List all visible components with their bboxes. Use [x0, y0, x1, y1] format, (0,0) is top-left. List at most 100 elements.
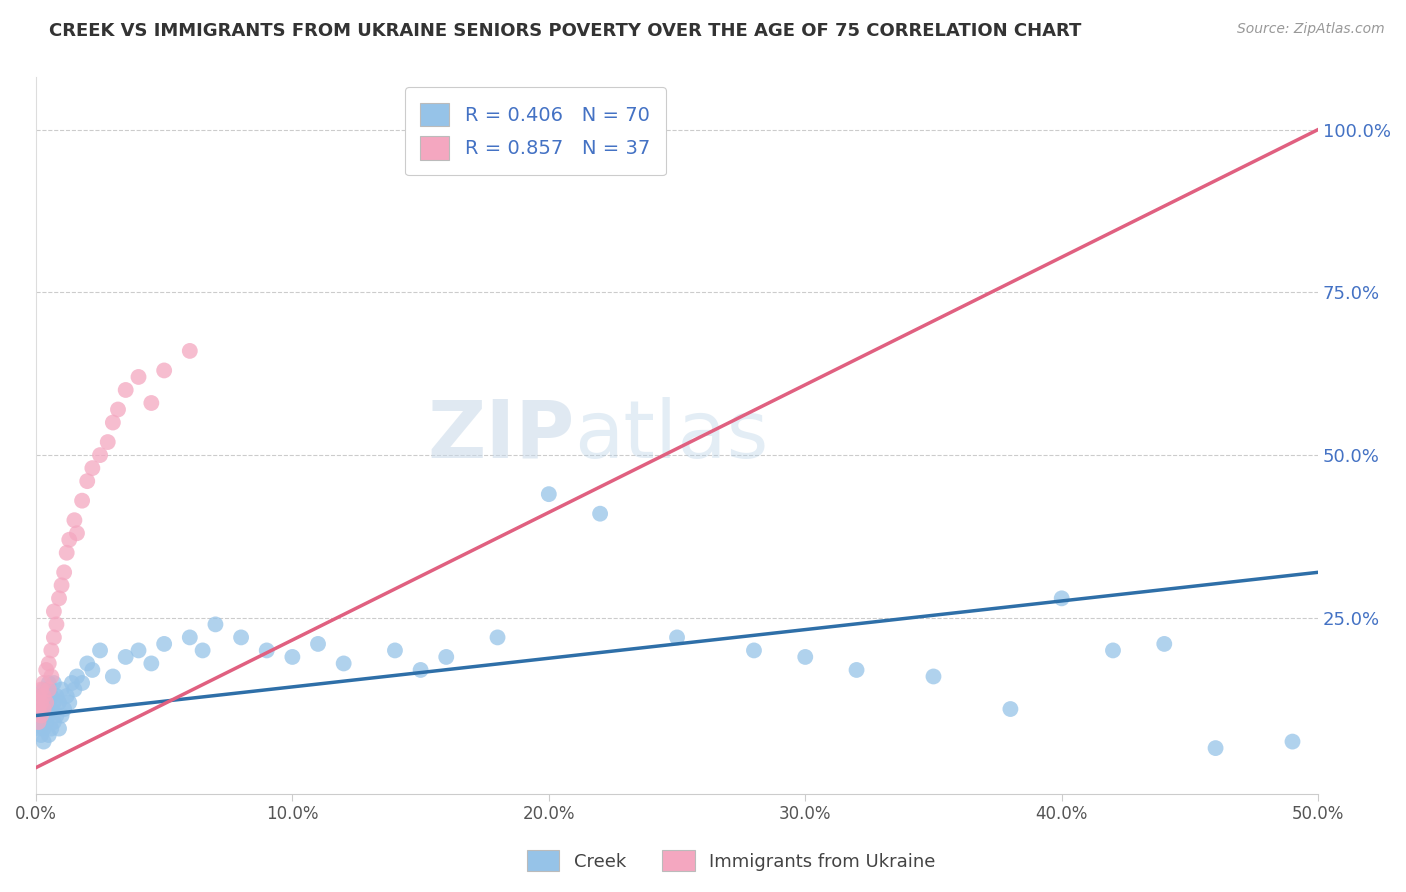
- Point: [27, 722, 49, 736]
- Point: [794, 649, 817, 664]
- Point: [153, 637, 176, 651]
- Point: [45, 689, 67, 703]
- Point: [41, 702, 63, 716]
- Point: [32, 682, 55, 697]
- Point: [153, 363, 176, 377]
- Point: [35, 663, 58, 677]
- Text: Source: ZipAtlas.com: Source: ZipAtlas.com: [1237, 22, 1385, 37]
- Text: ZIP: ZIP: [427, 397, 575, 475]
- Point: [30, 696, 52, 710]
- Point: [256, 643, 278, 657]
- Legend: R = 0.406   N = 70, R = 0.857   N = 37: R = 0.406 N = 70, R = 0.857 N = 37: [405, 87, 666, 176]
- Point: [51, 708, 73, 723]
- Point: [55, 546, 77, 560]
- Point: [191, 643, 214, 657]
- Point: [30, 728, 52, 742]
- Point: [332, 657, 354, 671]
- Point: [922, 669, 945, 683]
- Legend: Creek, Immigrants from Ukraine: Creek, Immigrants from Ukraine: [520, 843, 942, 879]
- Point: [42, 714, 65, 729]
- Point: [51, 682, 73, 697]
- Point: [89, 448, 111, 462]
- Point: [42, 604, 65, 618]
- Point: [845, 663, 868, 677]
- Point: [38, 728, 60, 742]
- Point: [32, 689, 55, 703]
- Point: [1153, 637, 1175, 651]
- Point: [1205, 741, 1227, 756]
- Point: [76, 657, 98, 671]
- Point: [41, 722, 63, 736]
- Point: [179, 343, 201, 358]
- Point: [66, 669, 89, 683]
- Point: [63, 682, 86, 697]
- Point: [27, 708, 49, 723]
- Point: [55, 689, 77, 703]
- Point: [35, 689, 58, 703]
- Point: [60, 676, 83, 690]
- Point: [1281, 734, 1303, 748]
- Point: [82, 461, 104, 475]
- Point: [53, 566, 76, 580]
- Point: [1000, 702, 1022, 716]
- Point: [384, 643, 406, 657]
- Point: [229, 631, 252, 645]
- Point: [89, 643, 111, 657]
- Point: [45, 617, 67, 632]
- Point: [35, 696, 58, 710]
- Point: [48, 591, 70, 606]
- Point: [30, 702, 52, 716]
- Point: [38, 696, 60, 710]
- Point: [42, 631, 65, 645]
- Point: [589, 507, 612, 521]
- Point: [434, 649, 457, 664]
- Point: [58, 696, 80, 710]
- Point: [58, 533, 80, 547]
- Point: [45, 708, 67, 723]
- Point: [35, 714, 58, 729]
- Point: [114, 383, 136, 397]
- Point: [32, 722, 55, 736]
- Point: [281, 649, 304, 664]
- Point: [41, 643, 63, 657]
- Point: [66, 526, 89, 541]
- Point: [38, 657, 60, 671]
- Point: [38, 676, 60, 690]
- Point: [666, 631, 689, 645]
- Point: [1102, 643, 1125, 657]
- Point: [27, 702, 49, 716]
- Point: [27, 689, 49, 703]
- Point: [97, 435, 120, 450]
- Point: [35, 702, 58, 716]
- Point: [30, 689, 52, 703]
- Point: [30, 708, 52, 723]
- Point: [42, 676, 65, 690]
- Point: [1050, 591, 1073, 606]
- Point: [141, 657, 163, 671]
- Point: [41, 689, 63, 703]
- Text: atlas: atlas: [575, 397, 769, 475]
- Point: [486, 631, 509, 645]
- Point: [32, 708, 55, 723]
- Point: [30, 714, 52, 729]
- Point: [409, 663, 432, 677]
- Point: [101, 669, 124, 683]
- Point: [32, 734, 55, 748]
- Point: [179, 631, 201, 645]
- Point: [27, 696, 49, 710]
- Point: [70, 493, 93, 508]
- Point: [48, 722, 70, 736]
- Point: [42, 696, 65, 710]
- Point: [742, 643, 765, 657]
- Text: CREEK VS IMMIGRANTS FROM UKRAINE SENIORS POVERTY OVER THE AGE OF 75 CORRELATION : CREEK VS IMMIGRANTS FROM UKRAINE SENIORS…: [49, 22, 1081, 40]
- Point: [204, 617, 226, 632]
- Point: [53, 702, 76, 716]
- Point: [141, 396, 163, 410]
- Point: [41, 669, 63, 683]
- Point: [38, 682, 60, 697]
- Point: [48, 696, 70, 710]
- Point: [51, 578, 73, 592]
- Point: [30, 682, 52, 697]
- Point: [114, 649, 136, 664]
- Point: [63, 513, 86, 527]
